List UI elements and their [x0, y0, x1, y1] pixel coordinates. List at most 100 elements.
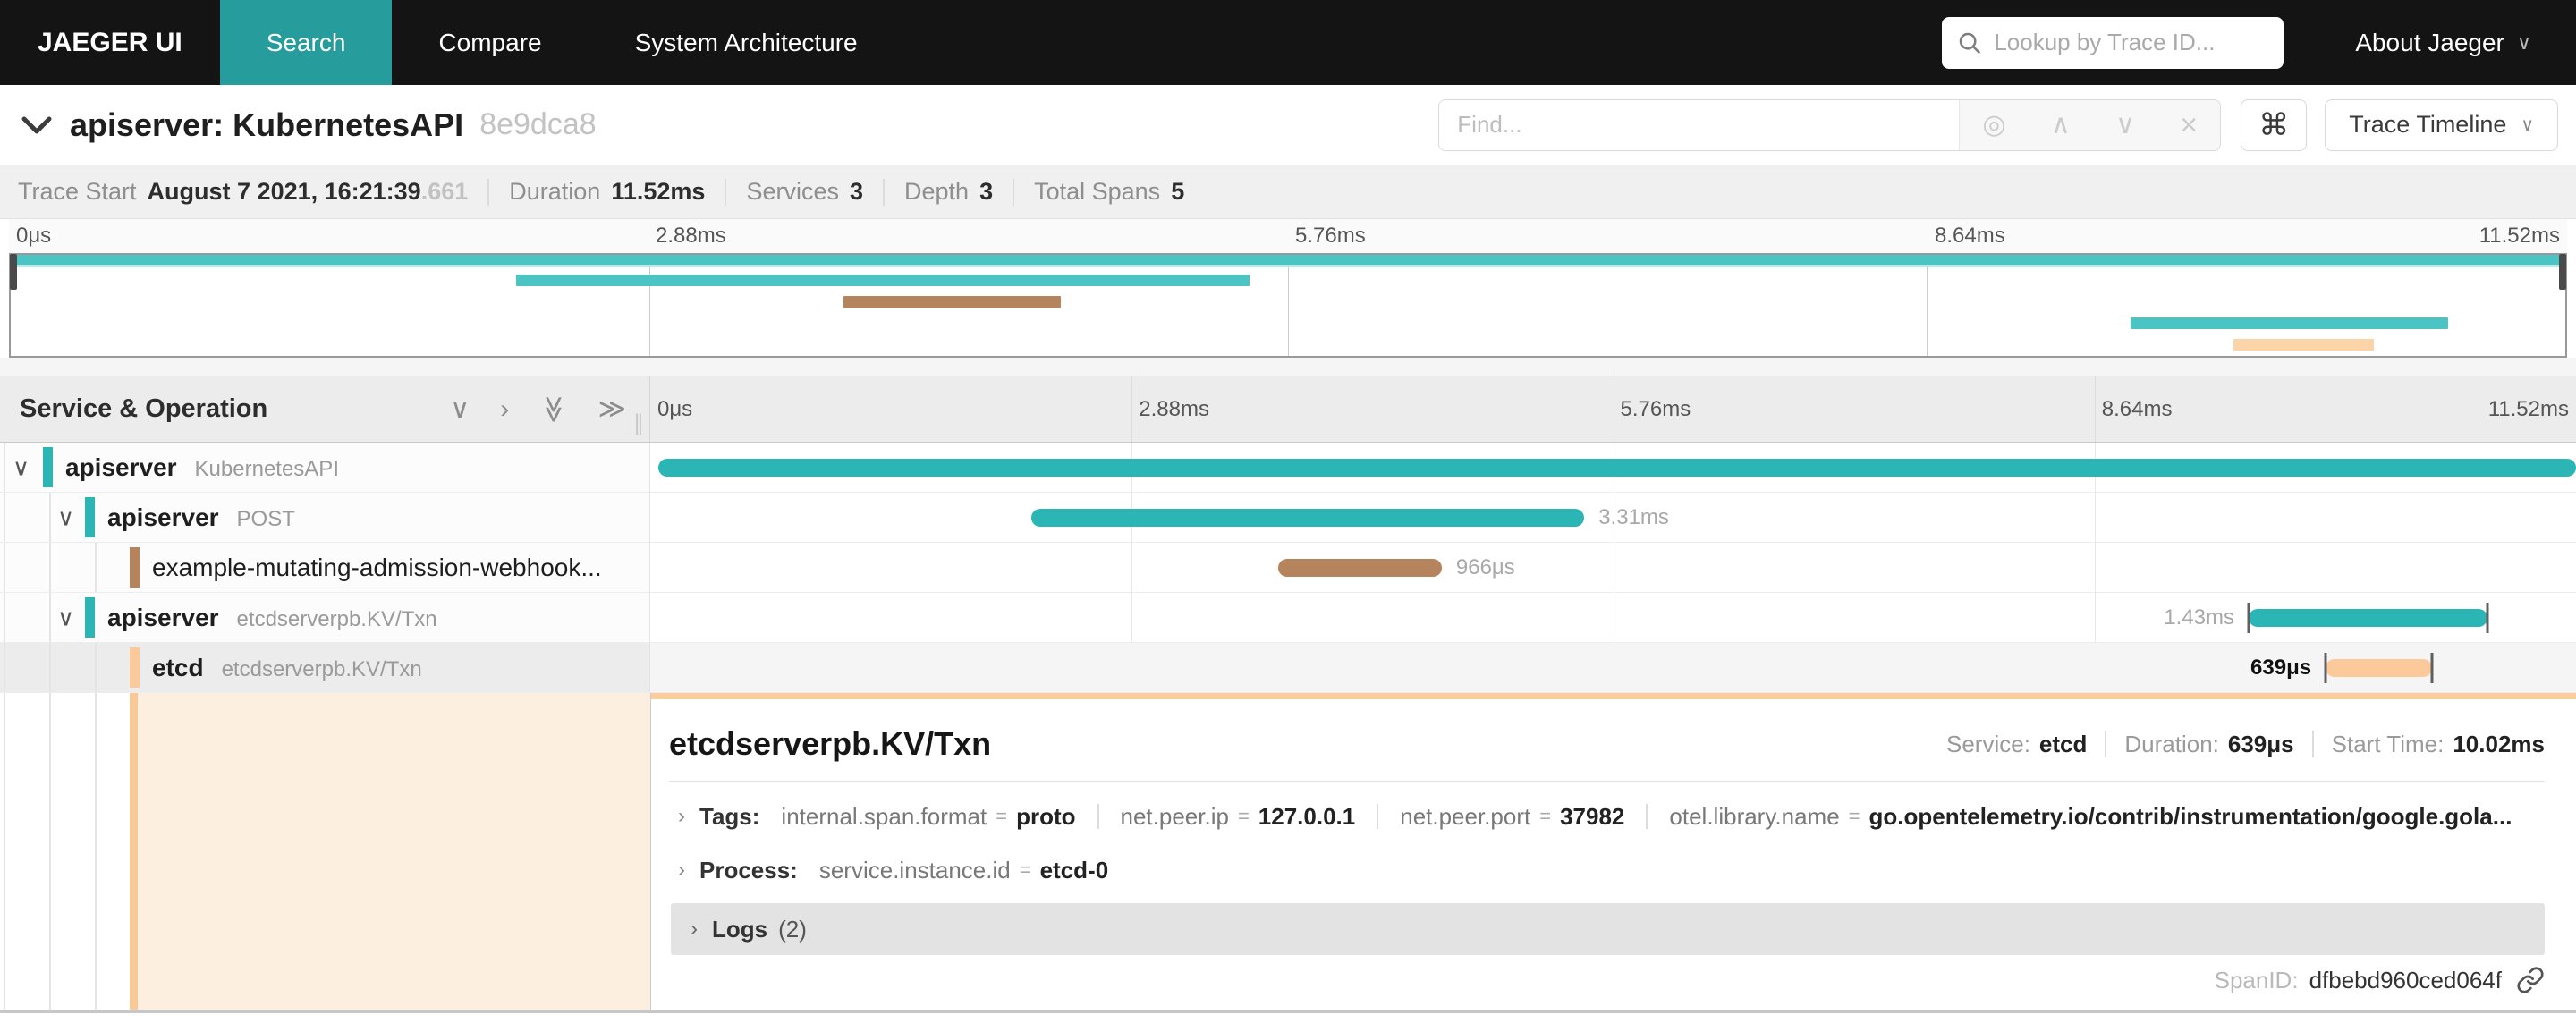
- logs-row[interactable]: › Logs (2): [671, 903, 2545, 955]
- kv-value: 37982: [1560, 802, 1625, 830]
- tags-row[interactable]: › Tags: internal.span.format = proto net.peer…: [678, 797, 2545, 836]
- span-row[interactable]: example-mutating-admission-webhook... 966…: [0, 543, 2576, 593]
- link-icon[interactable]: [2516, 966, 2545, 994]
- expand-one-icon[interactable]: ›: [500, 393, 510, 424]
- span-row-name-cell[interactable]: example-mutating-admission-webhook...: [0, 543, 650, 593]
- meta-value: 639μs: [2227, 730, 2294, 757]
- kv-section-label: Process:: [699, 856, 798, 884]
- span-rows: ∨ apiserver KubernetesAPI ∨ apiserver POST 3.3…: [0, 443, 2576, 693]
- trace-header-tools: ◎ ∧ ∨ × ⌘ Trace Timeline ∨: [1438, 98, 2576, 151]
- indent-guide: [49, 593, 51, 642]
- header-gridline: [1131, 376, 1133, 442]
- chevron-right-icon[interactable]: ›: [678, 858, 685, 882]
- collapse-trace-chevron-icon[interactable]: [20, 114, 54, 136]
- span-row[interactable]: ∨ apiserver etcdserverpb.KV/Txn 1.43ms: [0, 593, 2576, 643]
- time-tick-label: 2.88ms: [656, 224, 726, 248]
- chevron-right-icon[interactable]: ›: [678, 804, 685, 828]
- next-result-icon[interactable]: ∨: [2115, 109, 2136, 140]
- trace-view-selector[interactable]: Trace Timeline ∨: [2325, 98, 2558, 151]
- operation-name: POST: [236, 506, 295, 531]
- span-color-strip: [85, 597, 95, 638]
- span-bar[interactable]: [1031, 509, 1585, 527]
- nav-tab-search[interactable]: Search: [219, 0, 393, 85]
- span-row-timeline-cell[interactable]: 3.31ms: [650, 493, 2576, 543]
- time-tick-label: 0μs: [16, 224, 52, 248]
- nav-tab-label: System Architecture: [634, 28, 858, 56]
- summary-label: Duration: [509, 178, 601, 205]
- kv-equals: =: [1539, 805, 1552, 827]
- summary-item: Trace Start August 7 2021, 16:21:39.661: [18, 178, 468, 206]
- minimap-span-bar: [11, 255, 2565, 265]
- match-highlight-icon[interactable]: ◎: [1982, 109, 2006, 140]
- kv-key: service.instance.id: [818, 856, 1011, 884]
- span-row-name-cell[interactable]: etcd etcdserverpb.KV/Txn: [0, 643, 650, 693]
- span-row[interactable]: ∨ apiserver POST 3.31ms: [0, 493, 2576, 543]
- header-gridline: [2094, 376, 2096, 442]
- service-name: example-mutating-admission-webhook...: [152, 553, 602, 581]
- indent-guide: [49, 493, 51, 542]
- summary-item: Services 3: [746, 178, 863, 206]
- span-bar[interactable]: [2248, 609, 2487, 627]
- span-bar-end-tick: [2430, 653, 2434, 683]
- span-row-timeline-cell[interactable]: [650, 443, 2576, 493]
- collapse-all-icon[interactable]: ≫: [538, 394, 569, 424]
- kv-separator: [1377, 804, 1379, 829]
- span-row-timeline-cell[interactable]: 1.43ms: [650, 593, 2576, 643]
- minimap-left-handle[interactable]: [10, 254, 17, 290]
- span-row-name-cell[interactable]: ∨ apiserver POST: [0, 493, 650, 543]
- minimap-span-bar: [2233, 339, 2374, 351]
- summary-label: Trace Start: [18, 178, 137, 205]
- about-jaeger-label: About Jaeger: [2355, 28, 2504, 56]
- logs-count: (2): [778, 915, 807, 943]
- span-bar-end-tick: [2486, 603, 2489, 633]
- meta-label: Service:: [1946, 730, 2030, 757]
- span-row-name-cell[interactable]: ∨ apiserver KubernetesAPI: [0, 443, 650, 493]
- span-bar[interactable]: [657, 459, 2576, 477]
- nav-tab-compare[interactable]: Compare: [392, 0, 588, 85]
- keyboard-shortcuts-button[interactable]: ⌘: [2241, 98, 2308, 151]
- indent-guide: [4, 493, 5, 542]
- nav-tab-system-architecture[interactable]: System Architecture: [589, 0, 904, 85]
- minimap-span-bar: [843, 296, 1061, 308]
- find-icon-panel: ◎ ∧ ∨ ×: [1959, 99, 2221, 150]
- indent-guide: [95, 543, 97, 592]
- find-input[interactable]: [1439, 99, 1960, 150]
- time-tick-label: 8.64ms: [1935, 224, 2005, 248]
- kv-key: net.peer.ip: [1120, 802, 1229, 830]
- span-row[interactable]: ∨ apiserver KubernetesAPI: [0, 443, 2576, 493]
- span-row-timeline-cell[interactable]: 639μs: [650, 643, 2576, 693]
- trace-view-label: Trace Timeline: [2349, 111, 2507, 138]
- service-name: apiserver etcdserverpb.KV/Txn: [107, 603, 437, 631]
- trace-minimap[interactable]: [9, 253, 2567, 358]
- span-bar[interactable]: [2326, 659, 2432, 677]
- tree-controls: ∨ › ≫ ≫: [450, 393, 630, 424]
- clear-search-icon[interactable]: ×: [2180, 107, 2199, 142]
- minimap-gap: [0, 358, 2576, 376]
- prev-result-icon[interactable]: ∧: [2050, 109, 2071, 140]
- span-row-timeline-cell[interactable]: 966μs: [650, 543, 2576, 593]
- collapse-one-icon[interactable]: ∨: [450, 393, 470, 424]
- process-row[interactable]: › Process: service.instance.id = etcd-0: [678, 850, 2545, 890]
- minimap-gridline: [1927, 255, 1928, 356]
- summary-separator: [1013, 178, 1015, 206]
- chevron-down-icon[interactable]: ∨: [57, 503, 75, 530]
- minimap-span-bar: [2131, 317, 2448, 329]
- trace-header: apiserver: KubernetesAPI 8e9dca8 ◎ ∧ ∨ ×…: [0, 85, 2576, 165]
- detail-divider: [669, 781, 2545, 782]
- chevron-down-icon[interactable]: ∨: [13, 453, 30, 480]
- span-row-name-cell[interactable]: ∨ apiserver etcdserverpb.KV/Txn: [0, 593, 650, 643]
- about-jaeger-menu[interactable]: About Jaeger ∨: [2355, 29, 2531, 57]
- trace-lookup-input[interactable]: [1994, 29, 2270, 56]
- expand-all-icon[interactable]: ≫: [597, 393, 626, 424]
- kv-value: 127.0.0.1: [1258, 802, 1356, 830]
- chevron-down-icon[interactable]: ∨: [57, 604, 75, 630]
- span-color-strip: [130, 547, 140, 588]
- indent-guide: [49, 643, 51, 692]
- span-bar[interactable]: [1277, 559, 1442, 577]
- span-row[interactable]: etcd etcdserverpb.KV/Txn 639μs: [0, 643, 2576, 693]
- column-resize-handle[interactable]: ∥: [633, 411, 644, 435]
- minimap-right-handle[interactable]: [2559, 254, 2566, 290]
- summary-label: Depth: [904, 178, 970, 205]
- detail-left-gutter: [0, 693, 650, 1010]
- app-logo[interactable]: JAEGER UI: [38, 27, 182, 57]
